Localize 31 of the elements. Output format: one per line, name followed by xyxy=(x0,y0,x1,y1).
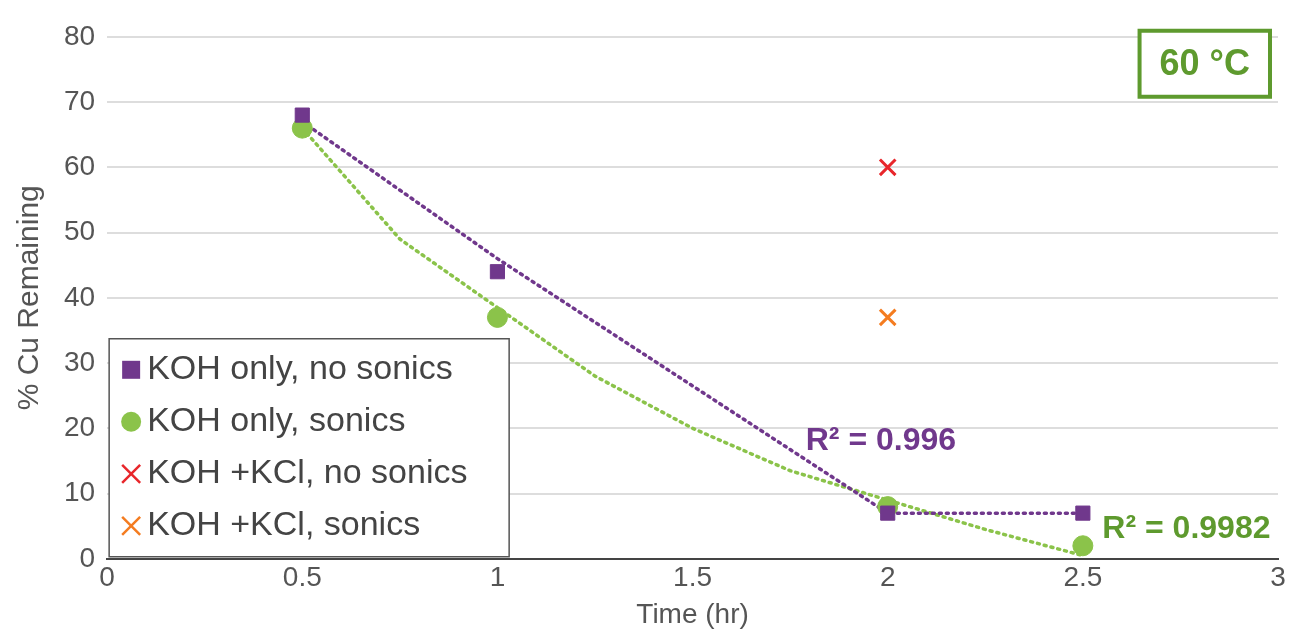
legend-label: KOH only, no sonics xyxy=(147,348,453,387)
x-tick-label: 2.5 xyxy=(1063,561,1103,593)
annotation: R² = 0.996 xyxy=(805,421,957,458)
legend-label: KOH only, sonics xyxy=(147,400,406,439)
y-tick-label: 10 xyxy=(63,476,96,508)
legend-label: KOH +KCl, no sonics xyxy=(147,452,468,491)
y-tick-label: 80 xyxy=(63,19,96,51)
y-axis-title: % Cu Remaining xyxy=(11,185,45,411)
x-tick-label: 3 xyxy=(1270,561,1286,593)
annotation: R² = 0.9982 xyxy=(1102,509,1271,546)
y-tick-label: 50 xyxy=(63,215,96,247)
y-tick-label: 30 xyxy=(63,345,96,377)
point xyxy=(1075,505,1091,521)
point xyxy=(878,308,897,327)
x-tick-label: 1 xyxy=(489,561,506,593)
point xyxy=(878,158,897,177)
point xyxy=(489,264,505,280)
x-tick-label: 2 xyxy=(879,561,896,593)
y-tick-label: 70 xyxy=(63,84,96,116)
y-tick-label: 60 xyxy=(63,150,96,182)
annotation: 60 °C xyxy=(1159,41,1251,83)
x-tick-label: 1.5 xyxy=(673,561,713,593)
x-tick-label: 0.5 xyxy=(282,561,322,593)
legend-label: KOH +KCl, sonics xyxy=(147,504,421,543)
point xyxy=(486,306,508,328)
point xyxy=(1072,535,1094,557)
y-tick-label: 0 xyxy=(79,541,96,573)
point xyxy=(294,107,310,123)
y-tick-label: 40 xyxy=(63,280,96,312)
y-tick-label: 20 xyxy=(63,411,96,443)
x-axis-title: Time (hr) xyxy=(636,597,749,629)
